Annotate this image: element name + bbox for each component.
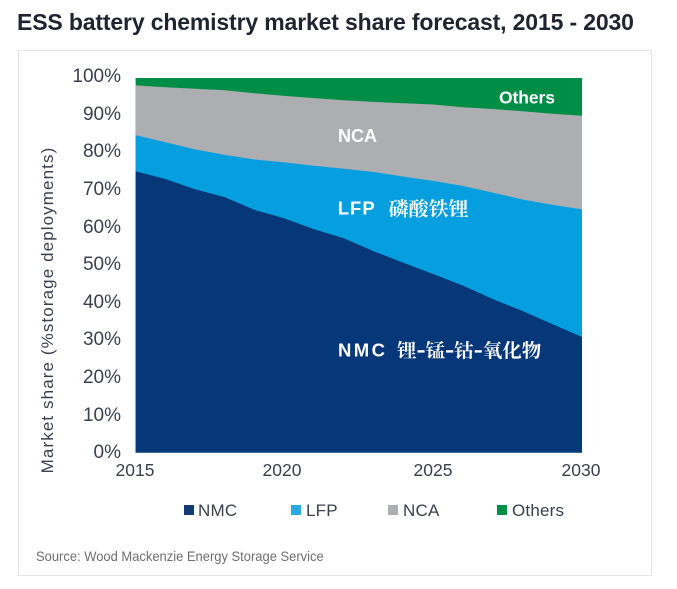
svg-text:LFP: LFP bbox=[338, 198, 375, 219]
svg-text:Others: Others bbox=[499, 88, 555, 108]
svg-text:NMC: NMC bbox=[338, 340, 385, 361]
svg-text:NCA: NCA bbox=[338, 126, 377, 146]
